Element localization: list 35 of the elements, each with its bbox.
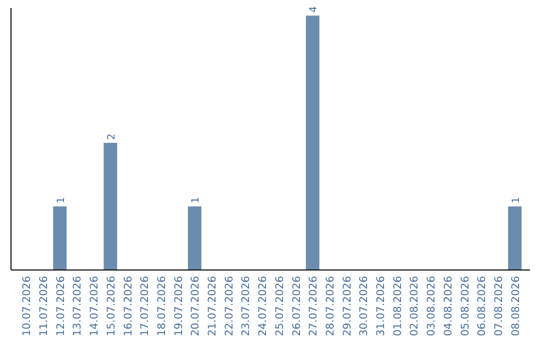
x-tick-label: 16.07.2026 (122, 276, 134, 336)
x-tick-label: 02.08.2026 (408, 276, 421, 336)
x-tick-label: 26.07.2026 (290, 276, 303, 336)
x-tick-label: 07.08.2026 (492, 276, 505, 336)
data-label: 4 (308, 6, 320, 13)
x-tick-label: 04.08.2026 (442, 276, 454, 336)
x-tick-label: 17.07.2026 (139, 276, 152, 336)
x-tick-label: 23.07.2026 (240, 276, 252, 336)
x-tick-label: 25.07.2026 (274, 276, 286, 336)
x-tick-label: 28.07.2026 (324, 276, 336, 336)
x-tick-label: 21.07.2026 (206, 276, 219, 336)
x-tick-label: 18.07.2026 (156, 276, 168, 336)
x-tick-label: 24.07.2026 (257, 276, 270, 336)
x-tick-label: 30.07.2026 (358, 276, 370, 336)
x-tick-label: 05.08.2026 (459, 276, 472, 336)
data-label: 1 (190, 197, 202, 204)
x-tick-label: 06.08.2026 (476, 276, 488, 336)
x-tick-label: 01.08.2026 (392, 276, 404, 336)
data-label: 1 (510, 197, 522, 204)
data-label: 2 (106, 133, 118, 140)
x-tick-label: 31.07.2026 (375, 276, 388, 336)
x-tick-label: 12.07.2026 (54, 276, 67, 336)
data-label: 1 (56, 197, 67, 204)
x-tick-label: 22.07.2026 (223, 276, 236, 336)
x-tick-label: 19.07.2026 (172, 276, 185, 336)
x-tick-label: 20.07.2026 (190, 276, 202, 336)
x-tick-label: 27.07.2026 (308, 276, 320, 336)
x-tick-label: 03.08.2026 (426, 276, 438, 336)
x-tick-label: 11.07.2026 (38, 276, 50, 336)
x-tick-label: 13.07.2026 (72, 276, 84, 336)
x-tick-label: 15.07.2026 (105, 276, 118, 336)
x-tick-label: 08.08.2026 (510, 276, 522, 336)
x-tick-label: 29.07.2026 (341, 276, 354, 336)
x-tick-label: 10.07.2026 (21, 276, 34, 336)
x-tick-label: 14.07.2026 (88, 276, 101, 336)
